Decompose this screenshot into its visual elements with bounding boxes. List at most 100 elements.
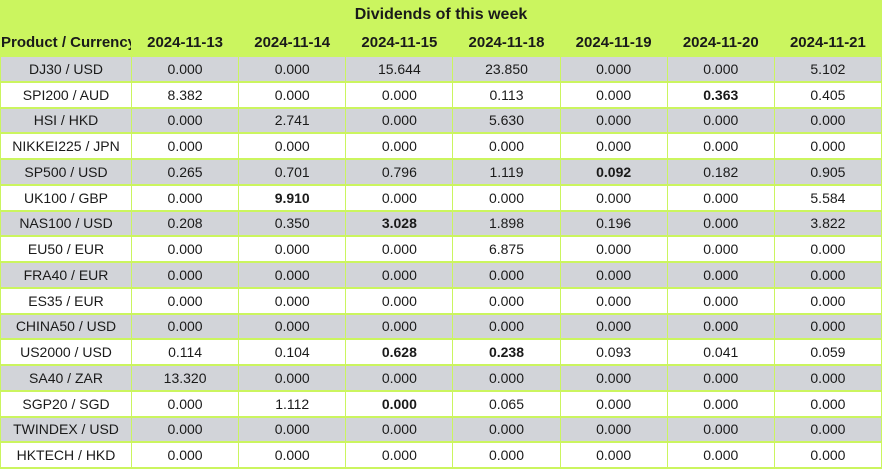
product-cell: US2000 / USD [0, 338, 132, 366]
dividend-value-cell: 0.000 [130, 183, 240, 212]
table-row: SGP20 / SGD 0.000 1.112 0.000 0.065 0.000 0.00… [0, 389, 882, 418]
dividend-value-cell: 0.000 [666, 364, 775, 392]
table-row: DJ30 / USD 0.000 0.000 15.644 23.850 0.000 0.0… [0, 55, 882, 83]
dividend-value-cell: 0.000 [130, 441, 240, 469]
dividend-value-cell: 0.000 [130, 312, 240, 341]
dividend-value-cell: 0.041 [666, 338, 775, 366]
dividend-value-cell: 0.905 [773, 158, 882, 186]
dividend-value-cell: 0.000 [345, 389, 454, 418]
dividend-value-cell: 0.113 [452, 80, 561, 109]
dividend-value-cell: 0.000 [666, 132, 775, 160]
dividend-value-cell: 0.405 [773, 80, 882, 109]
dividend-value-cell: 0.000 [238, 55, 347, 83]
dividend-value-cell: 0.000 [130, 415, 240, 444]
dividend-value-cell: 0.000 [452, 261, 561, 289]
dividend-value-cell: 0.000 [345, 261, 454, 289]
column-header-date: 2024-11-13 [130, 27, 240, 57]
dividend-value-cell: 0.000 [345, 80, 454, 109]
dividend-value-cell: 5.584 [773, 183, 882, 212]
dividend-value-cell: 0.093 [559, 338, 668, 366]
table-row: NAS100 / USD 0.208 0.350 3.028 1.898 0.196 0.0… [0, 209, 882, 238]
table-row: HSI / HKD 0.000 2.741 0.000 5.630 0.000 0.000 0… [0, 106, 882, 135]
dividend-value-cell: 0.000 [559, 183, 668, 212]
dividend-value-cell: 0.000 [130, 55, 240, 83]
dividend-value-cell: 0.000 [773, 261, 882, 289]
dividend-value-cell: 0.000 [345, 312, 454, 341]
dividend-value-cell: 0.265 [130, 158, 240, 186]
dividend-value-cell: 0.000 [345, 286, 454, 315]
dividend-value-cell: 0.000 [773, 415, 882, 444]
dividend-value-cell: 0.196 [559, 209, 668, 238]
dividend-value-cell: 0.000 [559, 441, 668, 469]
dividend-value-cell: 0.000 [559, 415, 668, 444]
table-row: CHINA50 / USD 0.000 0.000 0.000 0.000 0.000 0.… [0, 312, 882, 341]
dividend-value-cell: 0.000 [666, 235, 775, 263]
product-cell: DJ30 / USD [0, 55, 132, 83]
product-cell: EU50 / EUR [0, 235, 132, 263]
dividend-value-cell: 0.208 [130, 209, 240, 238]
dividend-value-cell: 0.000 [452, 415, 561, 444]
dividend-value-cell: 0.000 [666, 183, 775, 212]
table-row: SPI200 / AUD 8.382 0.000 0.000 0.113 0.000 0.3… [0, 80, 882, 109]
dividend-value-cell: 0.000 [130, 389, 240, 418]
dividend-value-cell: 0.628 [345, 338, 454, 366]
dividend-value-cell: 0.000 [452, 364, 561, 392]
product-cell: SGP20 / SGD [0, 389, 132, 418]
dividend-value-cell: 0.000 [238, 235, 347, 263]
column-header-date: 2024-11-21 [773, 27, 882, 57]
dividend-value-cell: 0.000 [666, 261, 775, 289]
dividend-value-cell: 0.000 [345, 183, 454, 212]
dividend-value-cell: 0.000 [773, 364, 882, 392]
dividend-value-cell: 13.320 [130, 364, 240, 392]
product-cell: SP500 / USD [0, 158, 132, 186]
table-row: SA40 / ZAR 13.320 0.000 0.000 0.000 0.000 0.00… [0, 364, 882, 392]
dividend-value-cell: 23.850 [452, 55, 561, 83]
dividend-value-cell: 0.182 [666, 158, 775, 186]
dividend-value-cell: 0.000 [130, 286, 240, 315]
dividend-value-cell: 3.028 [345, 209, 454, 238]
product-cell: FRA40 / EUR [0, 261, 132, 289]
dividend-value-cell: 1.898 [452, 209, 561, 238]
dividend-value-cell: 0.000 [238, 312, 347, 341]
product-cell: SA40 / ZAR [0, 364, 132, 392]
dividend-value-cell: 0.000 [559, 389, 668, 418]
dividend-value-cell: 0.000 [666, 312, 775, 341]
dividend-value-cell: 0.000 [452, 132, 561, 160]
product-cell: HKTECH / HKD [0, 441, 132, 469]
dividend-value-cell: 0.000 [559, 312, 668, 341]
title-row: Dividends of this week [0, 0, 882, 29]
dividend-value-cell: 6.875 [452, 235, 561, 263]
dividend-value-cell: 0.000 [130, 106, 240, 135]
dividend-value-cell: 0.000 [666, 286, 775, 315]
dividend-value-cell: 0.000 [345, 415, 454, 444]
dividend-value-cell: 0.092 [559, 158, 668, 186]
dividend-value-cell: 0.000 [666, 441, 775, 469]
dividend-value-cell: 0.796 [345, 158, 454, 186]
dividend-value-cell: 1.119 [452, 158, 561, 186]
dividend-value-cell: 1.112 [238, 389, 347, 418]
table-row: NIKKEI225 / JPN 0.000 0.000 0.000 0.000 0.000… [0, 132, 882, 160]
dividend-value-cell: 0.000 [238, 441, 347, 469]
product-cell: SPI200 / AUD [0, 80, 132, 109]
dividend-value-cell: 0.000 [773, 132, 882, 160]
dividend-value-cell: 0.000 [666, 55, 775, 83]
dividend-value-cell: 5.102 [773, 55, 882, 83]
dividend-value-cell: 0.000 [345, 235, 454, 263]
column-header-date: 2024-11-20 [666, 27, 775, 57]
dividend-value-cell: 5.630 [452, 106, 561, 135]
dividend-value-cell: 8.382 [130, 80, 240, 109]
dividend-value-cell: 0.701 [238, 158, 347, 186]
column-header-date: 2024-11-14 [238, 27, 347, 57]
dividend-value-cell: 0.000 [559, 106, 668, 135]
dividend-value-cell: 0.000 [345, 106, 454, 135]
dividend-value-cell: 0.000 [773, 106, 882, 135]
dividend-value-cell: 0.000 [238, 415, 347, 444]
dividend-value-cell: 0.000 [452, 312, 561, 341]
dividend-value-cell: 0.000 [666, 389, 775, 418]
dividend-value-cell: 0.104 [238, 338, 347, 366]
dividend-value-cell: 0.000 [452, 441, 561, 469]
product-cell: NIKKEI225 / JPN [0, 132, 132, 160]
dividend-value-cell: 0.000 [345, 364, 454, 392]
